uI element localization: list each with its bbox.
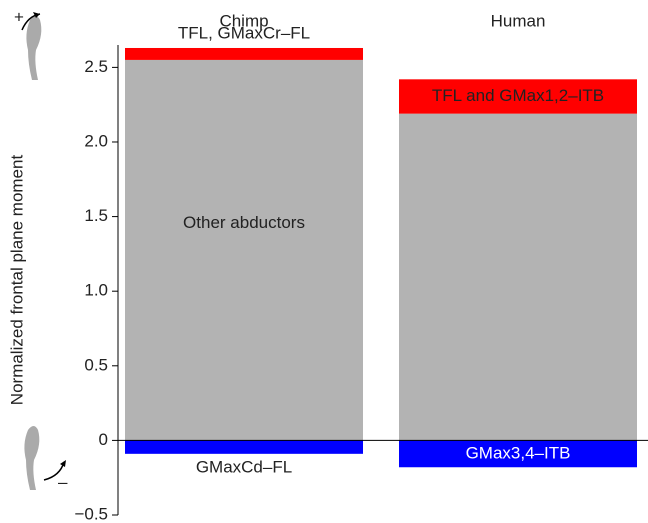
y-axis-label: Normalized frontal plane moment [7,155,26,406]
y-tick-label: −0.5 [74,504,108,523]
y-tick-label: 1.5 [84,206,108,225]
category-label: Human [491,11,546,30]
y-tick-label: 1.0 [84,281,108,300]
y-tick-label: 2.0 [84,131,108,150]
segment-label: TFL and GMax1,2–ITB [432,86,604,105]
segment-label: GMaxCd–FL [196,457,292,476]
annotation: – [58,472,68,491]
category-label: Chimp [219,11,268,30]
bar-segment [125,59,363,441]
segment-label: Other abductors [183,213,305,232]
y-tick-label: 0.5 [84,355,108,374]
icon-down: – [24,426,68,491]
bar-segment [399,113,637,441]
segment-label: GMax3,4–ITB [466,443,571,462]
y-tick-label: 2.5 [84,57,108,76]
bar-segment [399,79,637,114]
bar-segment [125,47,363,60]
icon-up: + [14,7,42,80]
segment-label: TFL, GMaxCr–FL [178,23,310,42]
annotation: + [14,7,24,26]
y-tick-label: 0 [99,430,108,449]
bar-segment [125,440,363,454]
bar-segment [399,440,637,468]
